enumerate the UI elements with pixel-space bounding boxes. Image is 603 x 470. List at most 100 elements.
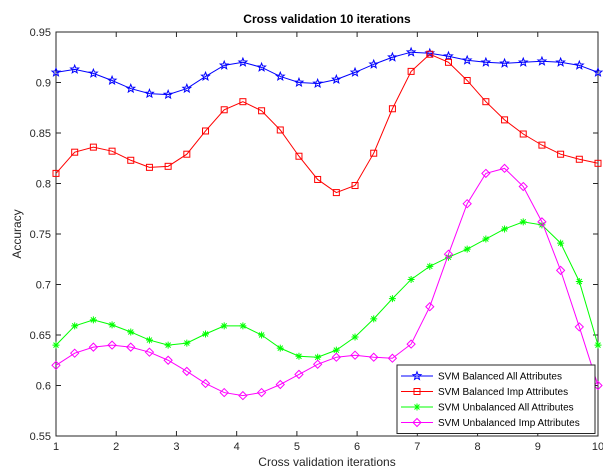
- square-marker: [164, 162, 172, 170]
- star-marker: [405, 46, 417, 57]
- square-marker: [370, 149, 378, 157]
- star-marker: [88, 67, 99, 78]
- diamond-marker: [481, 168, 491, 179]
- diamond-marker: [126, 342, 136, 352]
- square-marker: [538, 141, 546, 149]
- asterisk-marker: [183, 339, 191, 347]
- star-marker: [256, 61, 267, 72]
- square-marker: [482, 98, 490, 106]
- asterisk-marker: [127, 328, 135, 336]
- square-marker: [594, 159, 602, 167]
- y-tick-label: 0.6: [36, 381, 51, 393]
- star-marker: [331, 73, 342, 84]
- square-marker: [463, 76, 471, 84]
- asterisk-marker: [239, 322, 247, 330]
- square-marker: [276, 126, 284, 134]
- x-tick-label: 10: [592, 441, 603, 453]
- x-tick-label: 4: [234, 441, 240, 453]
- asterisk-marker: [332, 346, 340, 354]
- square-marker: [145, 163, 153, 171]
- asterisk-marker: [444, 253, 452, 261]
- asterisk-marker: [145, 336, 153, 344]
- y-tick-label: 0.7: [36, 280, 51, 292]
- square-marker: [127, 156, 135, 164]
- star-marker: [499, 57, 510, 68]
- star-marker: [106, 74, 118, 86]
- star-marker: [274, 70, 286, 81]
- asterisk-marker: [482, 235, 490, 243]
- square-marker: [426, 50, 434, 58]
- square-marker: [314, 175, 322, 183]
- square-marker: [575, 155, 583, 163]
- square-marker: [108, 147, 116, 155]
- asterisk-marker: [501, 225, 509, 233]
- star-marker: [50, 66, 62, 77]
- star-marker: [200, 70, 211, 81]
- asterisk-marker: [538, 221, 546, 229]
- y-axis-title: Accuracy: [10, 209, 24, 258]
- star-marker: [293, 76, 305, 88]
- diamond-marker: [88, 342, 99, 352]
- square-marker: [351, 182, 359, 190]
- y-tick-label: 0.95: [30, 27, 51, 39]
- asterisk-marker: [426, 262, 434, 270]
- diamond-marker: [369, 352, 379, 362]
- star-marker: [237, 56, 249, 67]
- square-marker: [444, 58, 452, 66]
- asterisk-marker: [295, 352, 303, 360]
- diamond-marker: [256, 387, 267, 398]
- asterisk-marker: [407, 275, 415, 283]
- diamond-marker: [537, 217, 547, 227]
- star-marker: [69, 63, 80, 74]
- diamond-marker: [462, 198, 472, 209]
- x-tick-label: 7: [414, 441, 420, 453]
- legend-label: SVM Unbalanced All Attributes: [438, 403, 574, 414]
- diamond-marker: [331, 352, 342, 362]
- x-tick-label: 8: [474, 441, 480, 453]
- diamond-marker: [107, 340, 117, 350]
- diamond-marker: [425, 302, 435, 312]
- diamond-marker: [69, 348, 80, 358]
- square-marker: [388, 105, 396, 113]
- diamond-marker: [555, 265, 566, 276]
- asterisk-marker: [388, 295, 396, 303]
- asterisk-marker: [519, 218, 527, 226]
- chart-title: Cross validation 10 iterations: [243, 12, 411, 26]
- legend-entry: SVM Unbalanced Imp Attributes: [401, 417, 580, 429]
- diamond-marker: [200, 378, 211, 389]
- asterisk-marker: [71, 322, 79, 330]
- star-marker: [387, 51, 398, 62]
- diamond-marker: [312, 359, 323, 369]
- diamond-marker: [219, 387, 229, 398]
- asterisk-marker: [557, 239, 565, 247]
- star-marker: [517, 56, 529, 67]
- diamond-marker: [163, 355, 173, 365]
- legend-label: SVM Unbalanced Imp Attributes: [438, 418, 580, 429]
- asterisk-marker: [258, 331, 266, 339]
- square-marker: [202, 127, 210, 135]
- x-tick-label: 3: [173, 441, 179, 453]
- legend-label: SVM Balanced Imp Attributes: [438, 387, 568, 398]
- series-square-group: [52, 50, 602, 197]
- square-marker: [332, 189, 340, 197]
- star-marker: [480, 56, 492, 67]
- series-asterisk-group: [52, 218, 602, 361]
- x-tick-label: 1: [53, 441, 59, 453]
- asterisk-marker: [220, 322, 228, 330]
- diamond-marker: [412, 417, 422, 428]
- star-marker: [312, 77, 323, 89]
- series-lines: [50, 46, 603, 401]
- asterisk-marker: [89, 316, 97, 324]
- star-marker: [461, 54, 473, 65]
- star-marker: [411, 370, 423, 381]
- asterisk-marker: [276, 344, 284, 352]
- series-star-group: [50, 46, 603, 100]
- square-marker: [519, 130, 527, 138]
- diamond-marker: [350, 350, 360, 360]
- star-marker: [536, 55, 548, 66]
- star-marker: [368, 58, 380, 69]
- star-marker: [218, 59, 230, 70]
- star-marker: [555, 56, 566, 67]
- square-marker: [220, 106, 228, 114]
